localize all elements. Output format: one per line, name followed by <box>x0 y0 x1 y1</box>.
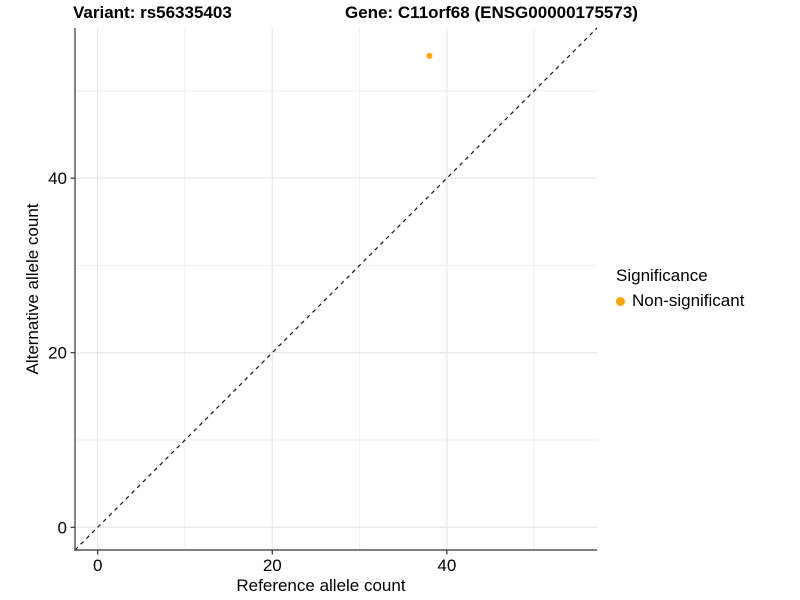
identity-line <box>74 27 598 551</box>
plot-title-variant: Variant: rs56335403 <box>73 3 232 22</box>
legend-item-label: Non-significant <box>632 291 745 310</box>
legend-item: Non-significant <box>616 291 744 311</box>
x-axis-title: Reference allele count <box>236 576 406 595</box>
legend-swatch-icon <box>616 296 625 306</box>
plot-title-gene: Gene: C11orf68 (ENSG00000175573) <box>345 3 638 22</box>
legend: Significance Non-significant <box>616 266 744 311</box>
y-tick-label: 40 <box>48 169 67 188</box>
y-tick-label: 20 <box>48 344 67 363</box>
x-tick-label: 40 <box>437 556 456 575</box>
legend-title: Significance <box>616 266 708 285</box>
x-tick-label: 0 <box>93 556 102 575</box>
y-axis-title: Alternative allele count <box>23 203 42 375</box>
x-tick-label: 20 <box>263 556 282 575</box>
y-tick-label: 0 <box>58 518 67 537</box>
data-point <box>426 52 433 59</box>
